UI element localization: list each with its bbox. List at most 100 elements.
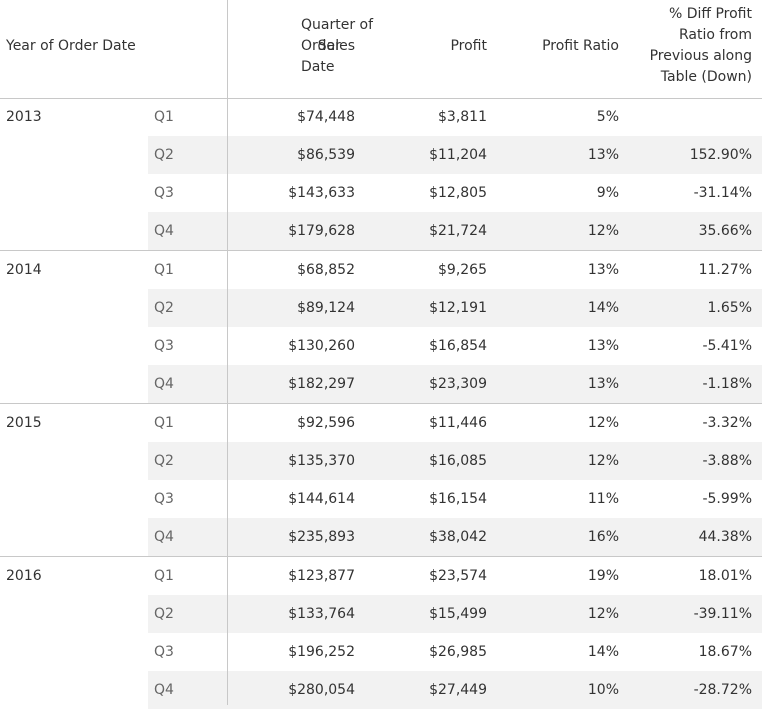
pct-diff-cell[interactable]: 11.27% <box>698 262 752 278</box>
profit-cell[interactable]: $11,204 <box>429 147 487 163</box>
sales-cell[interactable]: $74,448 <box>297 109 355 125</box>
pct-diff-cell[interactable]: 18.67% <box>698 644 752 660</box>
pct-diff-cell[interactable]: -3.32% <box>702 415 752 431</box>
pct-diff-cell[interactable]: -1.18% <box>702 376 752 392</box>
sales-cell[interactable]: $196,252 <box>288 644 355 660</box>
header-profit-label[interactable]: Profit <box>450 38 487 54</box>
row-band <box>228 518 762 556</box>
quarter-cell[interactable]: Q3 <box>154 491 174 507</box>
sales-cell[interactable]: $235,893 <box>288 529 355 545</box>
sales-cell[interactable]: $143,633 <box>288 185 355 201</box>
sales-cell[interactable]: $280,054 <box>288 682 355 698</box>
profit-cell[interactable]: $9,265 <box>438 262 487 278</box>
table-row: Q1 $123,877 $23,574 19% 18.01% <box>0 557 762 595</box>
profit-cell[interactable]: $16,854 <box>429 338 487 354</box>
row-band <box>148 289 228 327</box>
profit-cell[interactable]: $12,191 <box>429 300 487 316</box>
profit-cell[interactable]: $3,811 <box>438 109 487 125</box>
pct-diff-cell[interactable]: -28.72% <box>693 682 752 698</box>
pct-diff-cell[interactable]: -5.41% <box>702 338 752 354</box>
quarter-cell[interactable]: Q2 <box>154 147 174 163</box>
profit-ratio-cell[interactable]: 13% <box>587 338 619 354</box>
profit-cell[interactable]: $26,985 <box>429 644 487 660</box>
sales-cell[interactable]: $89,124 <box>297 300 355 316</box>
sales-cell[interactable]: $92,596 <box>297 415 355 431</box>
quarter-cell[interactable]: Q3 <box>154 338 174 354</box>
sales-cell[interactable]: $86,539 <box>297 147 355 163</box>
row-band <box>228 595 762 633</box>
quarter-cell[interactable]: Q2 <box>154 453 174 469</box>
header-diff-label[interactable]: % Diff Profit Ratio from Previous along … <box>650 4 752 88</box>
profit-ratio-cell[interactable]: 16% <box>587 529 619 545</box>
profit-ratio-cell[interactable]: 13% <box>587 376 619 392</box>
year-label[interactable]: 2014 <box>6 262 42 278</box>
sales-cell[interactable]: $133,764 <box>288 606 355 622</box>
profit-ratio-cell[interactable]: 13% <box>587 147 619 163</box>
sales-cell[interactable]: $135,370 <box>288 453 355 469</box>
pct-diff-cell[interactable]: -3.88% <box>702 453 752 469</box>
quarter-cell[interactable]: Q1 <box>154 262 174 278</box>
profit-ratio-cell[interactable]: 10% <box>587 682 619 698</box>
pct-diff-cell[interactable]: 44.38% <box>698 529 752 545</box>
sales-cell[interactable]: $179,628 <box>288 223 355 239</box>
pct-diff-cell[interactable]: -31.14% <box>693 185 752 201</box>
table-row: Q4 $182,297 $23,309 13% -1.18% <box>0 365 762 403</box>
year-label[interactable]: 2013 <box>6 109 42 125</box>
profit-ratio-cell[interactable]: 9% <box>596 185 619 201</box>
profit-cell[interactable]: $16,154 <box>429 491 487 507</box>
quarter-cell[interactable]: Q4 <box>154 682 174 698</box>
quarter-cell[interactable]: Q1 <box>154 415 174 431</box>
profit-cell[interactable]: $27,449 <box>429 682 487 698</box>
year-label[interactable]: 2015 <box>6 415 42 431</box>
quarter-cell[interactable]: Q2 <box>154 300 174 316</box>
quarter-cell[interactable]: Q3 <box>154 644 174 660</box>
sales-cell[interactable]: $130,260 <box>288 338 355 354</box>
profit-cell[interactable]: $23,574 <box>429 568 487 584</box>
year-label[interactable]: 2016 <box>6 568 42 584</box>
profit-ratio-cell[interactable]: 14% <box>587 644 619 660</box>
quarter-cell[interactable]: Q2 <box>154 606 174 622</box>
quarter-cell[interactable]: Q4 <box>154 376 174 392</box>
header-profit-ratio-label[interactable]: Profit Ratio <box>542 38 619 54</box>
profit-ratio-cell[interactable]: 19% <box>587 568 619 584</box>
sales-cell[interactable]: $182,297 <box>288 376 355 392</box>
sales-cell[interactable]: $144,614 <box>288 491 355 507</box>
pct-diff-cell[interactable]: 1.65% <box>707 300 752 316</box>
profit-ratio-cell[interactable]: 14% <box>587 300 619 316</box>
quarter-cell[interactable]: Q4 <box>154 223 174 239</box>
profit-ratio-cell[interactable]: 12% <box>587 415 619 431</box>
pct-diff-cell[interactable]: 152.90% <box>689 147 752 163</box>
header-sales-label[interactable]: Sales <box>317 38 355 54</box>
table-row: Q2 $86,539 $11,204 13% 152.90% <box>0 136 762 174</box>
profit-ratio-cell[interactable]: 13% <box>587 262 619 278</box>
quarter-cell[interactable]: Q3 <box>154 185 174 201</box>
quarter-cell[interactable]: Q1 <box>154 568 174 584</box>
pct-diff-cell[interactable]: 35.66% <box>698 223 752 239</box>
profit-cell[interactable]: $38,042 <box>429 529 487 545</box>
pct-diff-cell[interactable]: -5.99% <box>702 491 752 507</box>
profit-cell[interactable]: $15,499 <box>429 606 487 622</box>
profit-cell[interactable]: $23,309 <box>429 376 487 392</box>
profit-ratio-cell[interactable]: 11% <box>587 491 619 507</box>
header-diff-line: % Diff Profit <box>668 6 752 22</box>
profit-cell[interactable]: $11,446 <box>429 415 487 431</box>
sales-cell[interactable]: $123,877 <box>288 568 355 584</box>
profit-cell[interactable]: $16,085 <box>429 453 487 469</box>
profit-ratio-cell[interactable]: 12% <box>587 606 619 622</box>
profit-cell[interactable]: $21,724 <box>429 223 487 239</box>
sales-cell[interactable]: $68,852 <box>297 262 355 278</box>
table-row: Q4 $179,628 $21,724 12% 35.66% <box>0 212 762 250</box>
profit-ratio-cell[interactable]: 12% <box>587 453 619 469</box>
pct-diff-cell[interactable]: 18.01% <box>698 568 752 584</box>
header-quarter-label[interactable]: Quarter of Order Date <box>301 15 381 78</box>
quarter-cell[interactable]: Q1 <box>154 109 174 125</box>
row-band <box>148 518 228 556</box>
quarter-cell[interactable]: Q4 <box>154 529 174 545</box>
profit-ratio-cell[interactable]: 12% <box>587 223 619 239</box>
header-quarter-line: Date <box>301 59 335 75</box>
year-group: 2015 Q1 $92,596 $11,446 12% -3.32% Q2 $135,370 $… <box>0 404 762 557</box>
header-year-label[interactable]: Year of Order Date <box>6 38 136 54</box>
profit-cell[interactable]: $12,805 <box>429 185 487 201</box>
profit-ratio-cell[interactable]: 5% <box>596 109 619 125</box>
pct-diff-cell[interactable]: -39.11% <box>693 606 752 622</box>
